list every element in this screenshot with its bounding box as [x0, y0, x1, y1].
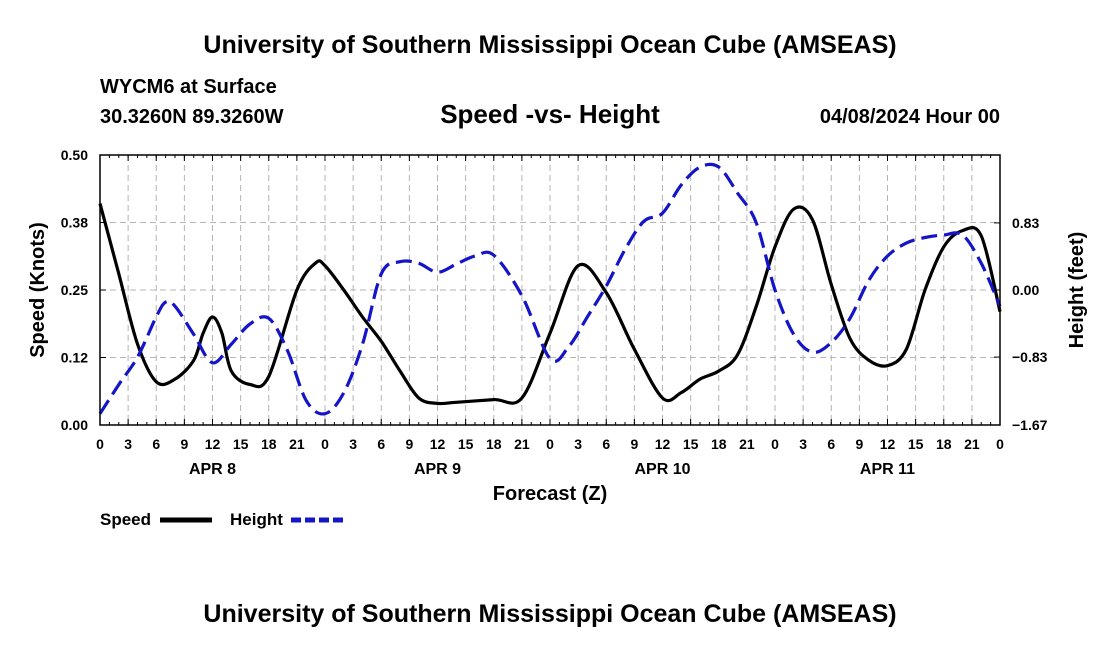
y2-tick-label: −1.67 [1012, 417, 1048, 433]
x-tick-label: 3 [574, 436, 582, 452]
x-tick-label: 0 [996, 436, 1004, 452]
day-label: APR 10 [634, 461, 690, 478]
legend: Speed Height [100, 510, 343, 529]
x-tick-label: 6 [602, 436, 610, 452]
x-tick-label: 12 [880, 436, 896, 452]
grid-layer [100, 155, 1000, 425]
x-tick-label: 21 [964, 436, 980, 452]
x-tick-label: 15 [908, 436, 924, 452]
x-tick-label: 9 [180, 436, 188, 452]
x-tick-label: 18 [936, 436, 952, 452]
footer-title: University of Southern Mississippi Ocean… [203, 600, 897, 628]
series-layer [98, 162, 1002, 416]
x-tick-label: 9 [855, 436, 863, 452]
day-label: APR 8 [189, 461, 236, 478]
y2-tick-label: 0.83 [1012, 215, 1039, 231]
datetime-label: 04/08/2024 Hour 00 [819, 106, 1000, 128]
chart-subtitle: Speed -vs- Height [440, 99, 660, 129]
x-tick-label: 6 [377, 436, 385, 452]
legend-speed-label: Speed [100, 510, 151, 529]
legend-height-label: Height [230, 510, 283, 529]
x-tick-label: 12 [655, 436, 671, 452]
x-tick-label: 18 [486, 436, 502, 452]
x-tick-label: 3 [349, 436, 357, 452]
coordinates-label: 30.3260N 89.3260W [100, 106, 284, 128]
x-tick-label: 21 [514, 436, 530, 452]
chart-main-title: University of Southern Mississippi Ocean… [203, 31, 897, 59]
y-tick-label: 0.00 [61, 417, 88, 433]
x-tick-label: 3 [799, 436, 807, 452]
x-axis-label: Forecast (Z) [493, 483, 607, 505]
y-tick-label: 0.12 [61, 350, 88, 366]
x-tick-label: 0 [321, 436, 329, 452]
x-tick-label: 18 [261, 436, 277, 452]
y2-tick-label: 0.00 [1012, 282, 1039, 298]
x-tick-label: 15 [683, 436, 699, 452]
x-tick-label: 9 [405, 436, 413, 452]
x-tick-label: 0 [96, 436, 104, 452]
y-tick-label: 0.38 [61, 215, 88, 231]
y2-axis-label: Height (feet) [1066, 232, 1088, 349]
day-label: APR 9 [414, 461, 461, 478]
x-tick-label: 6 [152, 436, 160, 452]
y-axis-label: Speed (Knots) [27, 222, 49, 358]
station-label: WYCM6 at Surface [100, 76, 277, 98]
series-height-line [98, 162, 1002, 416]
x-tick-label: 21 [739, 436, 755, 452]
x-tick-label: 0 [771, 436, 779, 452]
x-tick-label: 12 [205, 436, 221, 452]
y2-tick-label: −0.83 [1012, 349, 1048, 365]
x-tick-label: 3 [124, 436, 132, 452]
x-tick-label: 9 [630, 436, 638, 452]
x-tick-label: 6 [827, 436, 835, 452]
x-tick-label: 18 [711, 436, 727, 452]
series-speed-line [98, 203, 1002, 406]
x-tick-label: 21 [289, 436, 305, 452]
y-tick-label: 0.25 [61, 282, 88, 298]
axis-layer: 0 3 6 9 12 15 18 21 0 3 6 9 12 15 18 21 0 3 6 9 12 15 18 21 0 3 6 9… [61, 147, 1048, 478]
x-tick-label: 0 [546, 436, 554, 452]
x-tick-label: 15 [458, 436, 474, 452]
x-tick-label: 12 [430, 436, 446, 452]
x-tick-label: 15 [233, 436, 249, 452]
day-label: APR 11 [860, 461, 915, 478]
y-tick-label: 0.50 [61, 147, 88, 163]
